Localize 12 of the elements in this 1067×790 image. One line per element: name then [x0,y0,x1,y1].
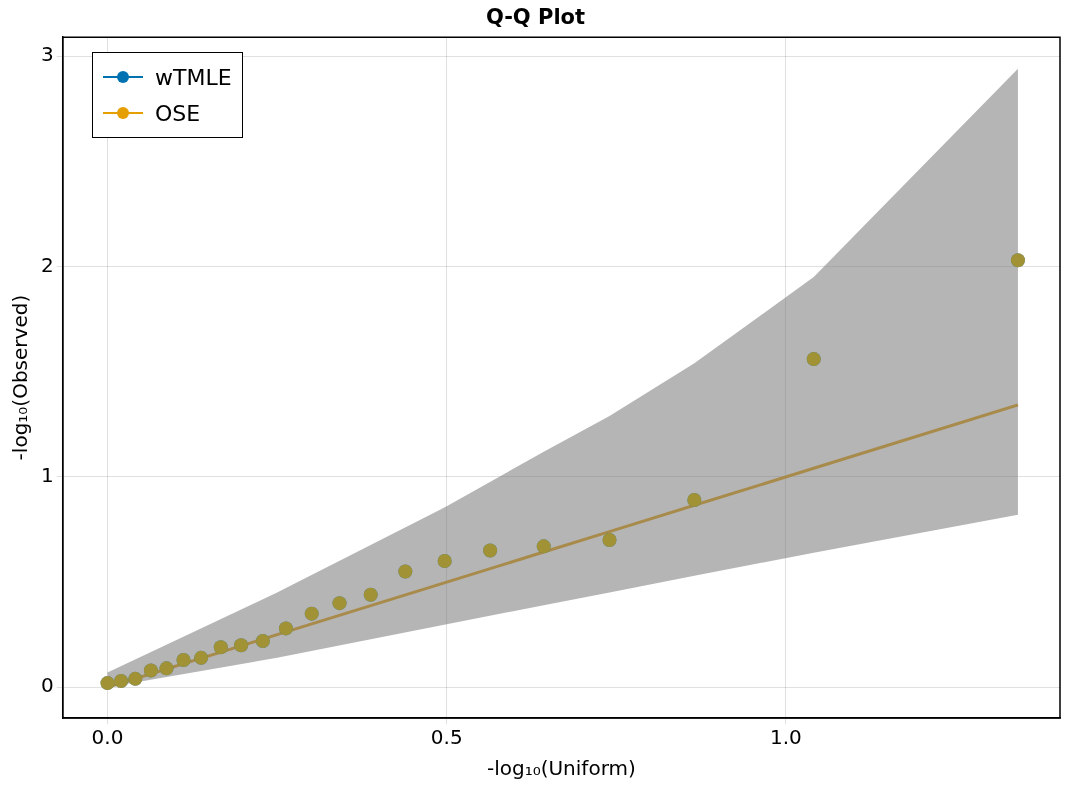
y-tick-label: 1 [40,463,54,488]
x-axis-title: -log₁₀(Uniform) [486,756,636,781]
legend-label: OSE [155,100,201,126]
y-tick-label: 2 [40,252,54,277]
legend-label: wTMLE [155,64,232,90]
x-tick-label: 0.0 [91,725,124,750]
x-tick-label: 0.5 [430,725,463,750]
y-axis-title: -log₁₀(Observed) [8,294,33,461]
x-tick-label: 1.0 [770,725,802,750]
chart-title: Q-Q Plot [485,5,586,30]
y-tick-label: 0 [40,673,54,698]
y-tick-label: 3 [40,42,54,67]
